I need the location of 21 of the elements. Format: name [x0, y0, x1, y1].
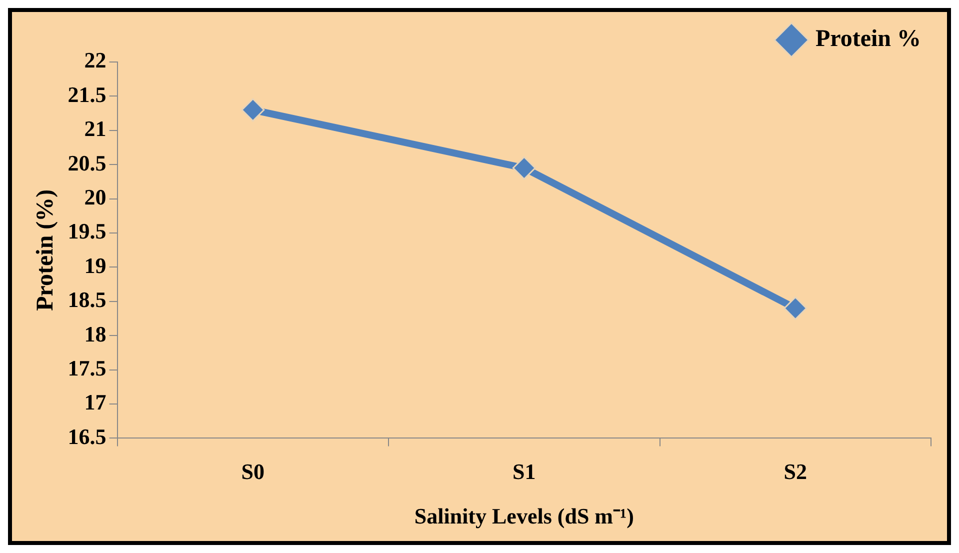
y-tick-label: 17.5: [68, 355, 106, 380]
legend-label: Protein %: [815, 26, 922, 52]
y-tick-label: 16.5: [68, 424, 106, 449]
x-tick-label: S2: [784, 459, 808, 484]
x-tick-label: S1: [512, 459, 536, 484]
y-tick-label: 21.5: [68, 82, 106, 107]
x-tick-label: S0: [241, 459, 265, 484]
y-tick-label: 19.5: [68, 218, 106, 244]
y-tick-label: 22: [84, 48, 106, 73]
y-tick-label: 18.5: [68, 287, 106, 312]
y-tick-label: 20: [84, 184, 106, 210]
y-tick-label: 19: [84, 252, 106, 278]
y-tick-label: 17: [84, 390, 106, 415]
y-tick-label: 18: [84, 321, 106, 346]
point: [784, 296, 808, 320]
point: [512, 156, 536, 180]
y-axis-title: Protein (%): [32, 189, 59, 311]
x-axis-title: Salinity Levels (dS m⁻¹): [414, 503, 634, 528]
y-tick-label: 20.5: [68, 150, 106, 176]
y-tick-label: 21: [84, 116, 106, 142]
point: [241, 98, 265, 122]
